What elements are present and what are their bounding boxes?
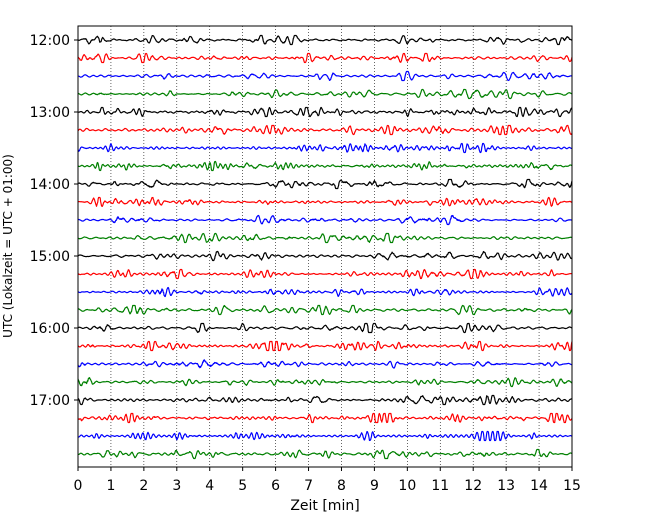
seismogram-trace (77, 359, 573, 369)
seismogram-trace (77, 340, 573, 352)
seismogram-trace (77, 286, 573, 298)
x-tick-label: 4 (205, 478, 214, 494)
x-tick-label: 2 (139, 478, 148, 494)
y-tick-label: 12:00 (30, 33, 70, 49)
seismogram-trace (77, 250, 573, 262)
x-tick-label: 7 (304, 478, 313, 494)
seismogram-trace (77, 268, 573, 280)
x-tick-label: 10 (398, 478, 416, 494)
seismogram-trace (77, 322, 573, 334)
plot-background (78, 26, 572, 467)
seismogram-trace (77, 88, 573, 100)
seismogram-trace (77, 178, 573, 190)
seismogram-trace (77, 106, 573, 118)
seismogram-trace (77, 34, 573, 46)
y-axis: 12:00 13:00 14:00 15:00 16:00 17:00 (30, 33, 78, 409)
x-tick-label: 8 (337, 478, 346, 494)
y-tick-label: 13:00 (30, 105, 70, 121)
seismogram-trace (77, 304, 573, 316)
y-tick-label: 17:00 (30, 393, 70, 409)
y-tick-label: 15:00 (30, 249, 70, 265)
x-tick-label: 5 (238, 478, 247, 494)
x-tick-label: 3 (172, 478, 181, 494)
x-tick-label: 15 (563, 478, 581, 494)
seismogram-trace (77, 232, 573, 244)
plot-frame (77, 25, 573, 468)
seismogram-trace (77, 394, 573, 406)
seismogram-trace (77, 412, 573, 424)
seismogram-trace (77, 448, 573, 460)
seismogram-trace (77, 142, 573, 154)
x-tick-label: 14 (530, 478, 548, 494)
x-tick-label: 11 (431, 478, 449, 494)
x-tick-label: 6 (271, 478, 280, 494)
seismogram-trace (77, 52, 573, 64)
x-tick-label: 9 (370, 478, 379, 494)
seismogram-trace (77, 196, 573, 208)
seismogram-trace (77, 160, 573, 172)
y-axis-label: UTC (Lokalzeit = UTC + 01:00) (1, 154, 15, 338)
y-tick-label: 16:00 (30, 321, 70, 337)
seismogram-trace (77, 430, 573, 442)
x-axis-label: Zeit [min] (290, 498, 359, 514)
seismogram-trace (77, 377, 573, 388)
y-tick-label: 14:00 (30, 177, 70, 193)
x-tick-label: 13 (497, 478, 515, 494)
x-tick-label: 0 (74, 478, 83, 494)
seismogram-trace (77, 214, 573, 226)
x-tick-label: 12 (464, 478, 482, 494)
seismogram-trace (77, 124, 573, 136)
seismogram-trace (77, 70, 573, 82)
traces-layer (77, 34, 573, 460)
x-tick-label: 1 (106, 478, 115, 494)
x-axis: 0 1 2 3 4 5 6 7 8 9 10 11 12 13 14 15 (74, 467, 581, 494)
